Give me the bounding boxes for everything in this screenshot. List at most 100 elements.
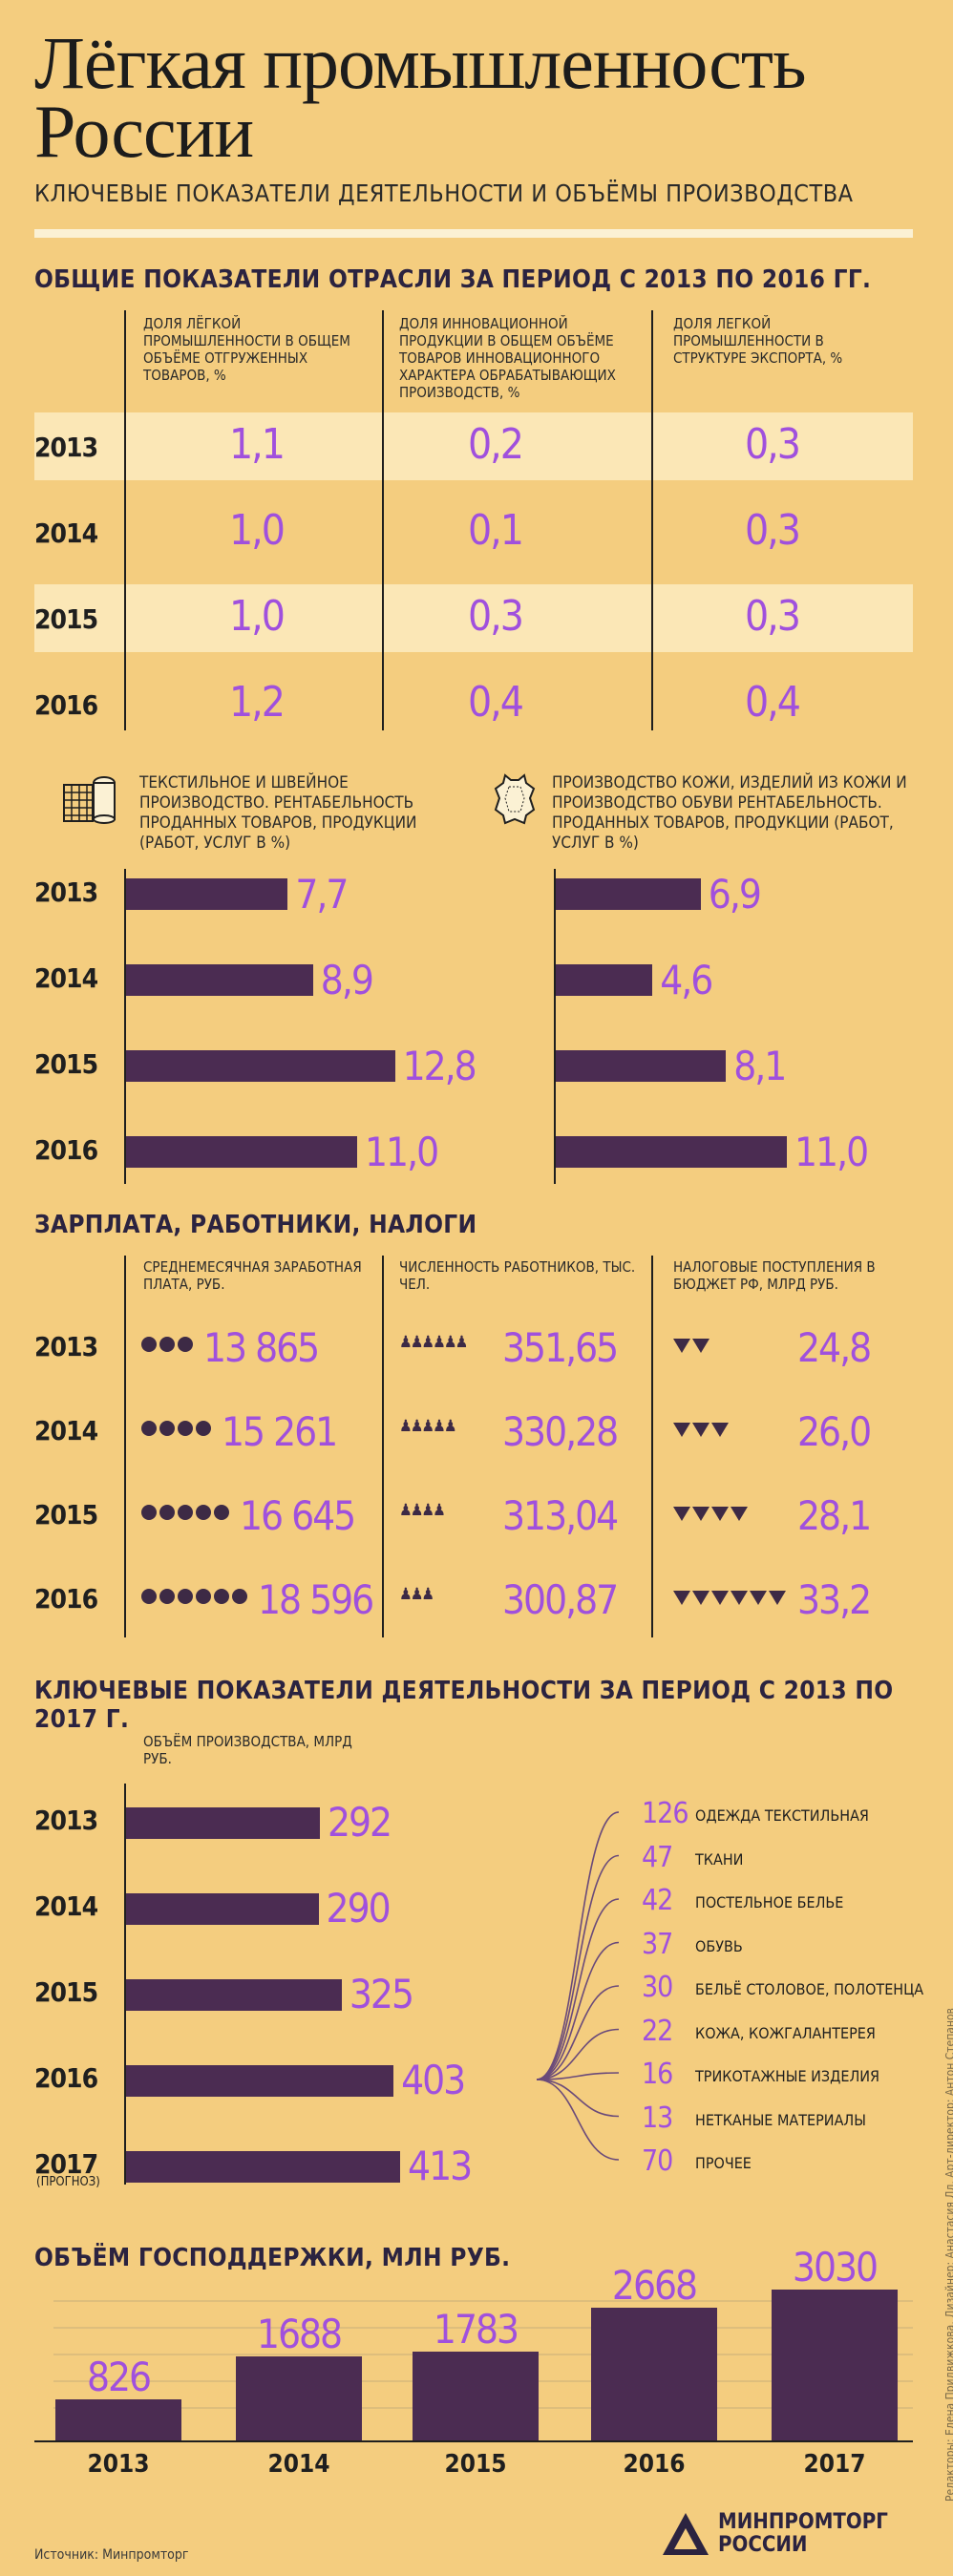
- bar-year: 2016: [34, 1134, 98, 1166]
- bar-year: 2015: [34, 1048, 98, 1080]
- support-bar-label: 2668: [611, 2262, 698, 2310]
- connector-line: [536, 1898, 620, 2080]
- production-bar-label: 403: [401, 2057, 466, 2103]
- workers-value: 351,65: [502, 1324, 619, 1371]
- coin-icon: [214, 1589, 229, 1604]
- textile-bar: [126, 878, 288, 910]
- column-divider: [124, 310, 126, 730]
- leather-bar-label: 4,6: [660, 957, 713, 1003]
- textile-bar-label: 11,0: [365, 1129, 439, 1175]
- breakdown-value: 126: [642, 1797, 689, 1830]
- salary-value: 16 645: [240, 1492, 356, 1539]
- export-value: 0,3: [745, 506, 801, 555]
- support-bar-label: 826: [86, 2354, 152, 2401]
- breakdown-value: 47: [642, 1840, 673, 1874]
- triangle-icon: [673, 1591, 690, 1605]
- coin-icon: [178, 1337, 193, 1352]
- row-year: 2015: [34, 603, 98, 635]
- section1-title: ОБЩИЕ ПОКАЗАТЕЛИ ОТРАСЛИ ЗА ПЕРИОД С 201…: [34, 265, 872, 294]
- coin-icon: [178, 1505, 193, 1520]
- breakdown-label: ОБУВЬ: [695, 1936, 743, 1955]
- leather-bar: [556, 1050, 727, 1082]
- section3-col3-header: НАЛОГОВЫЕ ПОСТУПЛЕНИЯ В БЮДЖЕТ РФ, МЛРД …: [673, 1258, 876, 1293]
- breakdown-label: ПОСТЕЛЬНОЕ БЕЛЬЕ: [695, 1893, 844, 1911]
- coin-icon: [214, 1505, 229, 1520]
- title-line-2: России: [34, 90, 254, 173]
- table-stripe: [34, 412, 913, 480]
- taxes-triangles-icon: [673, 1591, 786, 1605]
- section5-title: ОБЪЁМ ГОСПОДДЕРЖКИ, МЛН РУБ.: [34, 2244, 511, 2272]
- support-bar: [55, 2399, 181, 2440]
- support-year: 2017: [803, 2450, 866, 2479]
- support-bar: [772, 2290, 898, 2440]
- section2-left-label: ТЕКСТИЛЬНОЕ И ШВЕЙНОЕ ПРОИЗВОДСТВО. РЕНТ…: [139, 773, 417, 853]
- row-year: 2016: [34, 1583, 98, 1615]
- breakdown-connector: [536, 1811, 620, 2161]
- share-value: 1,0: [229, 506, 286, 555]
- section3-col1-header: СРЕДНЕМЕСЯЧНАЯ ЗАРАБОТНАЯ ПЛАТА, РУБ.: [143, 1258, 362, 1293]
- coin-icon: [141, 1421, 157, 1436]
- salary-value: 18 596: [258, 1576, 374, 1623]
- connector-line: [536, 1854, 620, 2080]
- share-value: 1,1: [229, 420, 286, 469]
- share-value: 1,2: [229, 678, 286, 727]
- chart-axis: [124, 869, 126, 1184]
- section1-col1-header: ДОЛЯ ЛЁГКОЙ ПРОМЫШЛЕННОСТИ В ОБЩЕМ ОБЪЁМ…: [143, 315, 350, 384]
- breakdown-label: ТРИКОТАЖНЫЕ ИЗДЕЛИЯ: [695, 2067, 880, 2085]
- bar-year: 2014: [34, 962, 98, 994]
- textile-bar-label: 8,9: [320, 957, 374, 1003]
- bar-year: 2013: [34, 1805, 98, 1836]
- row-year: 2013: [34, 1331, 98, 1362]
- ministry-logo-text: МИНПРОМТОРГ РОССИИ: [718, 2511, 888, 2557]
- coin-icon: [159, 1337, 175, 1352]
- page-subtitle: КЛЮЧЕВЫЕ ПОКАЗАТЕЛИ ДЕЯТЕЛЬНОСТИ И ОБЪЁМ…: [34, 179, 854, 207]
- section3-title: ЗАРПЛАТА, РАБОТНИКИ, НАЛОГИ: [34, 1211, 477, 1239]
- breakdown-value: 13: [642, 2101, 673, 2135]
- coin-icon: [141, 1337, 157, 1352]
- support-year: 2016: [623, 2450, 686, 2479]
- bar-year: 2016: [34, 2062, 98, 2094]
- export-value: 0,3: [745, 420, 801, 469]
- salary-value: 13 865: [203, 1324, 320, 1371]
- connector-line: [536, 2079, 620, 2161]
- logo-line-1: МИНПРОМТОРГ: [718, 2510, 888, 2534]
- source-note: Источник: Минпромторг: [34, 2547, 189, 2563]
- coin-icon: [141, 1505, 157, 1520]
- production-bar: [126, 2065, 394, 2097]
- breakdown-label: ПРОЧЕЕ: [695, 2154, 752, 2172]
- taxes-value: 28,1: [797, 1492, 872, 1539]
- support-bar-label: 3030: [792, 2244, 879, 2291]
- support-year: 2015: [444, 2450, 507, 2479]
- workers-people-icon: ♟♟♟♟♟: [399, 1417, 457, 1436]
- section1-col3-header: ДОЛЯ ЛЕГКОЙ ПРОМЫШЛЕННОСТИ В СТРУКТУРЕ Э…: [673, 315, 843, 367]
- connector-line: [536, 1811, 620, 2080]
- coin-icon: [178, 1589, 193, 1604]
- production-bar-label: 413: [408, 2143, 473, 2189]
- workers-value: 300,87: [502, 1576, 619, 1623]
- support-bar: [591, 2308, 717, 2440]
- triangle-icon: [731, 1591, 748, 1605]
- innovation-value: 0,2: [468, 420, 524, 469]
- breakdown-label: ТКАНИ: [695, 1849, 744, 1869]
- breakdown-label: КОЖА, КОЖГАЛАНТЕРЕЯ: [695, 2023, 876, 2042]
- breakdown-value: 30: [642, 1971, 673, 2004]
- coin-icon: [232, 1589, 247, 1604]
- salary-dots-icon: [141, 1337, 193, 1352]
- export-value: 0,3: [745, 592, 801, 641]
- breakdown-value: 22: [642, 2014, 673, 2048]
- forecast-note: (ПРОГНОЗ): [36, 2175, 100, 2189]
- ministry-logo-icon: [661, 2511, 710, 2557]
- triangle-icon: [673, 1423, 690, 1437]
- coin-icon: [159, 1589, 175, 1604]
- connector-line: [536, 1985, 620, 2080]
- salary-dots-icon: [141, 1589, 247, 1604]
- triangle-icon: [692, 1423, 709, 1437]
- taxes-triangles-icon: [673, 1423, 729, 1437]
- leather-hide-icon: [492, 771, 538, 827]
- header-divider: [34, 229, 913, 238]
- coin-icon: [141, 1589, 157, 1604]
- column-divider: [382, 310, 384, 730]
- breakdown-label: ОДЕЖДА ТЕКСТИЛЬНАЯ: [695, 1806, 869, 1825]
- textile-bar: [126, 1136, 357, 1168]
- support-bar-label: 1688: [256, 2311, 343, 2358]
